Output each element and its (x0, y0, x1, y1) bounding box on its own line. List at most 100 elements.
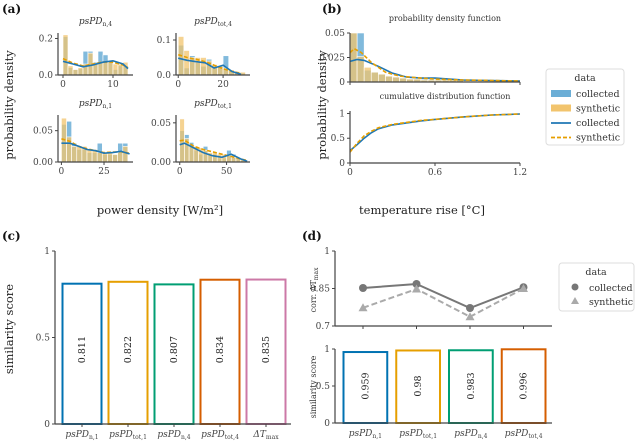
a0-ytick-label: 0.2 (39, 34, 53, 44)
a1-xtick-label: 20 (217, 80, 229, 90)
b-legend-label: synthetic (576, 133, 620, 144)
a1-title: psPDtot,4 (194, 17, 232, 28)
a0-synthetic-bar (112, 63, 119, 76)
b-xlabel: temperature rise [°C] (359, 203, 485, 217)
b1-ytick-label: 1 (339, 109, 345, 119)
b-legend-title: data (574, 73, 596, 84)
a3-xtick-label: 0 (177, 167, 183, 177)
b0-synthetic-bar (378, 73, 386, 83)
a2-synthetic-bar (102, 152, 108, 163)
b-subplot-0: 0 0.025 0.05 probability density function (319, 14, 521, 88)
b1-xtick-label: 0 (347, 168, 353, 178)
c-value-label: 0.835 (261, 336, 272, 363)
b1-title: cumulative distribution function (380, 92, 511, 101)
d-bottom-ytick-label: 0.5 (316, 382, 331, 392)
c-value-label: 0.807 (169, 336, 180, 363)
d-bottom-ylabel: similarity score (309, 355, 318, 418)
a2-synthetic-bar (96, 152, 103, 163)
d-marker-collected (359, 284, 367, 292)
d-legend-label: synthetic (589, 297, 633, 308)
b0-synthetic-bar (392, 76, 400, 83)
a0-title: psPDn,4 (79, 17, 112, 28)
a2-title: psPDn,1 (79, 99, 112, 110)
d-bar (342, 351, 389, 424)
a-subplot-3: 0.00 0.05 0 50 psPDtot,1 (151, 99, 250, 177)
b-legend-label: collected (576, 89, 620, 100)
c-value-label: 0.811 (77, 336, 88, 363)
d-top-ytick-label: 1 (324, 247, 330, 257)
a3-synthetic-bar (230, 157, 237, 163)
a0-synthetic-bar (92, 63, 99, 76)
d-xtick-label: psPDtot,1 (399, 429, 437, 440)
a-subplot-2: 0.00 0.05 0 25 psPDn,1 (33, 99, 133, 177)
a1-synthetic-bar (200, 57, 207, 76)
d-legend-frame (558, 262, 635, 312)
b0-ytick-label: 0 (339, 78, 345, 88)
d-value-label: 0.996 (519, 372, 530, 399)
b0-ytick-label: 0.05 (325, 29, 345, 39)
b0-synthetic-bar (363, 67, 372, 83)
c-xtick-label: psPDtot,1 (109, 430, 147, 441)
b0-synthetic-bar (349, 32, 358, 83)
b-legend-label: synthetic (576, 104, 620, 115)
c-xtick-label: ΔTmax (252, 430, 279, 441)
d-xtick-label: psPDn,4 (454, 429, 487, 440)
a0-synthetic-bar (102, 61, 109, 76)
b1-line-synthetic (349, 113, 521, 153)
d-value-label: 0.983 (466, 372, 477, 399)
a0-synthetic-bar (62, 34, 69, 76)
a1-ytick-label: 0.0 (157, 71, 172, 81)
d-bottom-ytick-label: 0 (324, 419, 330, 429)
d-legend-label: collected (589, 283, 633, 294)
c-ytick-label: 1 (44, 247, 50, 257)
a0-synthetic-bar (72, 69, 79, 76)
a2-synthetic-bar (76, 146, 83, 163)
b1-ytick-label: 0 (339, 159, 345, 169)
c-value-label: 0.834 (215, 336, 226, 363)
b-legend-frame (545, 68, 625, 146)
a0-synthetic-bar (107, 61, 114, 76)
b0-line-synthetic (349, 47, 521, 82)
a3-ytick-label: 0.05 (151, 119, 171, 129)
b1-xtick-label: 0.6 (428, 168, 443, 178)
a2-synthetic-bar (122, 146, 129, 163)
d-value-label: 0.959 (360, 372, 371, 399)
d-marker-collected (412, 280, 421, 288)
d-top-plot: 0.7 0.85 1 corr. ΔTmax (309, 247, 552, 332)
a-xlabel: power density [W/m²] (97, 203, 223, 217)
a1-xtick-label: 0 (175, 80, 181, 90)
a1-synthetic-bar (183, 50, 190, 76)
d-value-label: 0.98 (413, 375, 424, 396)
d-legend-title: data (585, 267, 607, 278)
d-legend-marker-synthetic (571, 297, 579, 304)
panel-label-a: (a) (2, 2, 21, 16)
a2-xtick-label: 0 (59, 167, 65, 177)
c-xtick-label: psPDn,1 (65, 430, 98, 441)
a1-kde-collected (178, 57, 242, 76)
d-top-ytick-label: 0.85 (310, 285, 330, 295)
panel-label-d: (d) (302, 229, 322, 243)
c-xtick-label: psPDtot,4 (201, 430, 239, 441)
d-bar (395, 349, 441, 425)
b1-ytick-label: 0.5 (331, 134, 346, 144)
c-xtick-label: psPDn,4 (157, 430, 190, 441)
a0-xtick-label: 0 (60, 80, 66, 90)
b-legend-label: collected (576, 118, 620, 129)
a-ylabel: probability density (2, 50, 16, 160)
b0-synthetic-bar (385, 75, 393, 83)
a3-title: psPDtot,1 (194, 99, 232, 110)
a0-synthetic-bar (117, 63, 124, 76)
c-value-label: 0.822 (123, 336, 134, 363)
b0-title: probability density function (389, 14, 501, 23)
a2-ytick-label: 0.05 (33, 127, 53, 137)
d-marker-synthetic (465, 312, 475, 321)
a2-synthetic-bar (112, 154, 118, 163)
b-subplot-1: 0 0.5 1 0 0.6 1.2 cumulative distribution func… (331, 92, 527, 178)
a0-kde-collected (62, 59, 129, 70)
d-legend-marker-collected (571, 283, 579, 291)
a2-synthetic-bar (107, 152, 113, 163)
a3-kde-collected (179, 142, 248, 162)
a2-xtick-label: 25 (98, 167, 110, 177)
d-top-ytick-label: 0.7 (316, 322, 331, 332)
